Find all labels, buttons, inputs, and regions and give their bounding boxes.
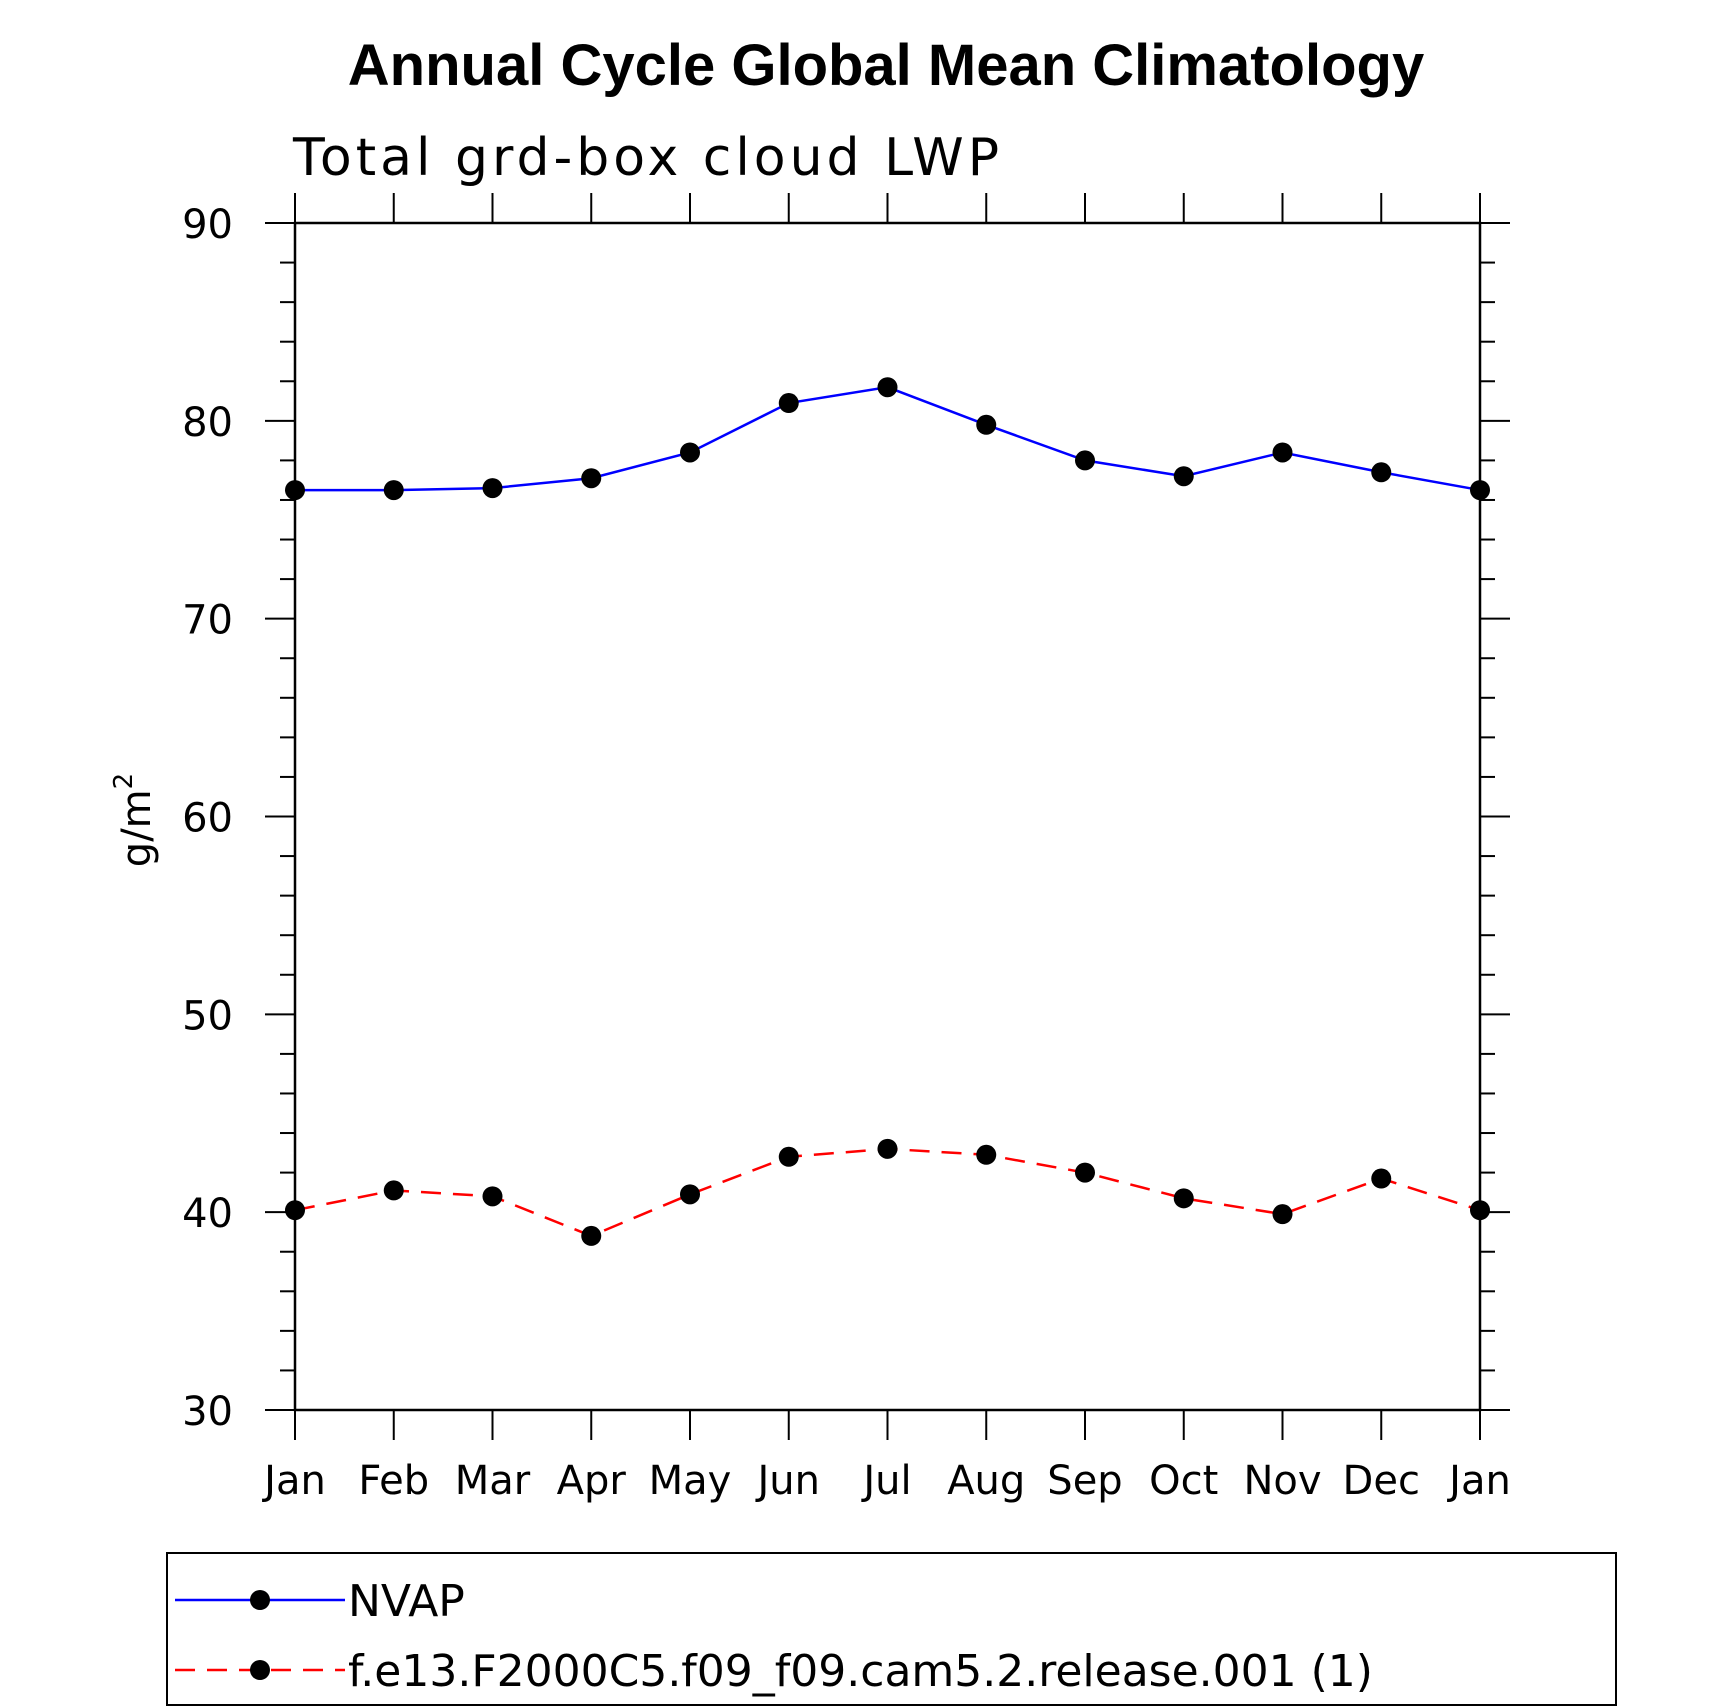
y-axis-label-text: g/m [114,789,160,867]
series-1-point [1173,466,1194,487]
legend-label-1: NVAP [348,1576,465,1627]
series-1-point [1272,442,1293,463]
x-tick-label: Oct [1149,1458,1218,1504]
series-line-1 [295,385,1481,492]
y-tick-label: 80 [182,400,233,446]
legend-marker-1 [250,1590,270,1610]
series-2-point [285,1200,305,1221]
series-1-point [778,393,799,414]
series-2-point [1272,1204,1293,1225]
x-tick-label: Feb [358,1458,429,1504]
y-axis-ticks: 30 40 50 60 70 80 90 [182,202,1510,1435]
legend: NVAP f.e13.F2000C5.f09_f09.cam5.2.release… [166,1552,1617,1706]
series-1-point [976,414,997,435]
y-tick-label: 30 [182,1389,233,1435]
x-tick-label: Jul [860,1458,911,1504]
legend-box [166,1552,1617,1706]
y-tick-label: 40 [182,1191,233,1237]
plot-frame [293,221,1482,1412]
series-1-point [1371,462,1392,483]
x-tick-label: Apr [557,1458,627,1504]
legend-label-2: f.e13.F2000C5.f09_f09.cam5.2.release.001… [348,1646,1373,1697]
x-axis-ticks: Jan Feb Mar Apr May Jun Jul Aug Sep Oct Nov Dec Jan [261,193,1511,1504]
x-tick-label: Dec [1343,1458,1420,1504]
series-2-point [778,1146,799,1167]
series-1-point [482,478,503,499]
x-tick-label: May [649,1458,732,1504]
y-axis-label: g/m2 [109,773,160,867]
chart-title: Annual Cycle Global Mean Climatology [348,33,1424,98]
series-1-point [581,468,602,489]
series-1-point [877,377,898,398]
y-tick-label: 60 [182,796,233,842]
plot-border [293,221,1482,1412]
x-tick-label: Sep [1047,1458,1122,1504]
series-2-point [877,1138,898,1159]
series-2-point [1470,1200,1490,1221]
series-2-point [581,1225,602,1246]
series-line-2 [294,1147,1481,1238]
x-tick-label: Jun [755,1458,821,1504]
series-1-point [285,480,305,501]
series-1-point [383,480,404,501]
series-2-point [1075,1162,1095,1183]
x-tick-label: Aug [947,1458,1025,1504]
series-2-point [1173,1188,1194,1209]
series-2-point [1371,1168,1392,1189]
series-layer [285,377,1490,1246]
y-tick-label: 50 [182,993,233,1039]
x-tick-label: Mar [455,1458,531,1504]
y-axis-label-superscript: 2 [109,773,139,790]
series-1-point [1075,450,1095,471]
series-1-point [680,442,700,463]
series-1-point [1470,480,1490,501]
y-tick-label: 70 [182,598,233,644]
series-2-point [976,1144,997,1165]
series-2-point [482,1186,503,1207]
series-2-point [383,1180,404,1201]
legend-marker-2 [250,1660,270,1680]
x-tick-label: Nov [1243,1458,1321,1504]
x-tick-label: Jan [1446,1458,1511,1504]
x-tick-label: Jan [261,1458,326,1504]
series-2-point [680,1184,700,1205]
y-tick-label: 90 [182,202,233,248]
chart-subtitle: Total grd-box cloud LWP [292,128,1003,188]
